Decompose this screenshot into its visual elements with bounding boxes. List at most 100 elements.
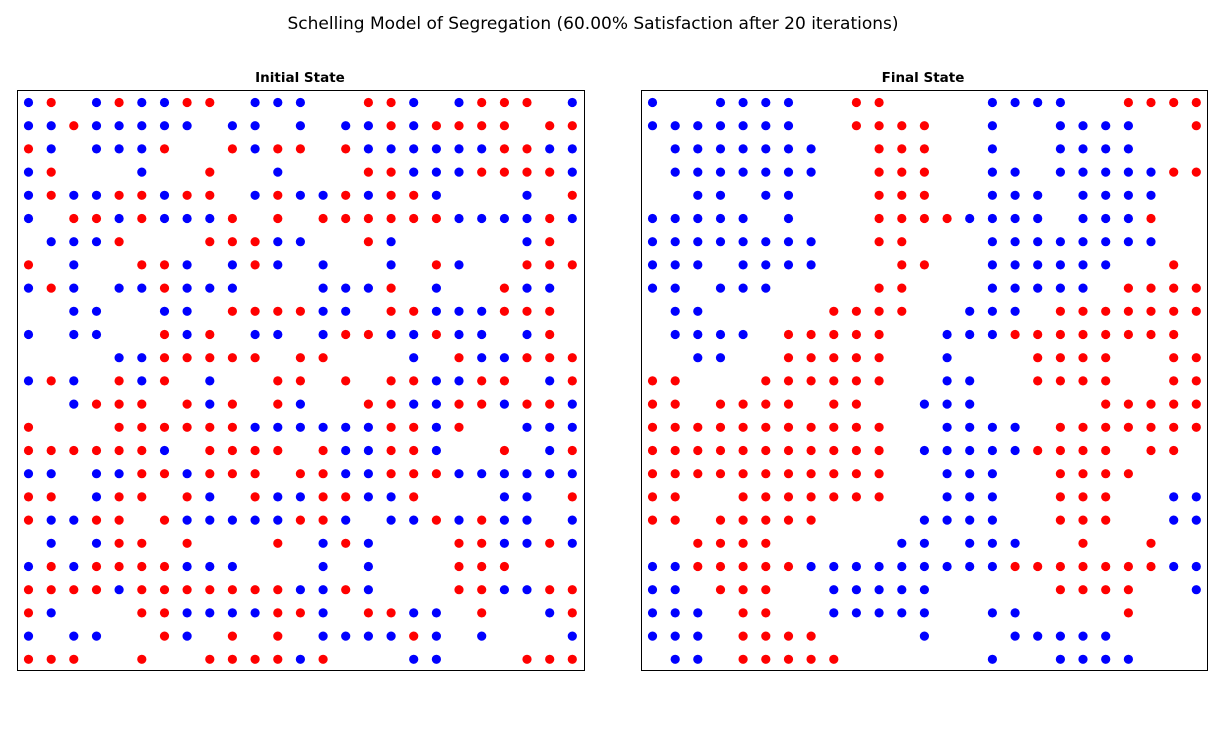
blue-agent-dot — [386, 260, 396, 270]
blue-agent-dot — [227, 515, 237, 525]
blue-agent-dot — [783, 213, 794, 224]
blue-agent-dot — [693, 213, 703, 224]
red-agent-dot — [363, 97, 373, 108]
red-agent-dot — [46, 376, 56, 386]
blue-agent-dot — [295, 585, 305, 595]
blue-agent-dot — [806, 561, 816, 572]
blue-agent-dot — [205, 608, 215, 618]
red-agent-dot — [567, 260, 577, 270]
blue-agent-dot — [23, 329, 34, 340]
blue-agent-dot — [693, 167, 703, 177]
blue-agent-dot — [499, 538, 509, 548]
blue-agent-dot — [23, 561, 34, 572]
blue-agent-dot — [1078, 213, 1088, 224]
red-agent-dot — [363, 329, 373, 340]
red-agent-dot — [205, 585, 215, 595]
red-agent-dot — [273, 376, 283, 386]
red-agent-dot — [851, 422, 862, 432]
blue-agent-dot — [783, 121, 794, 131]
blue-agent-dot — [1169, 515, 1179, 525]
blue-agent-dot — [431, 190, 441, 200]
red-agent-dot — [431, 121, 441, 131]
blue-agent-dot — [273, 167, 283, 177]
blue-agent-dot — [522, 283, 532, 293]
red-agent-dot — [1101, 306, 1111, 316]
red-agent-dot — [137, 422, 147, 432]
blue-agent-dot — [363, 422, 373, 432]
blue-agent-dot — [318, 422, 328, 432]
blue-agent-dot — [159, 190, 170, 200]
red-agent-dot — [159, 561, 170, 572]
red-agent-dot — [318, 469, 328, 479]
red-agent-dot — [715, 445, 726, 456]
red-agent-dot — [499, 97, 509, 108]
red-agent-dot — [137, 538, 147, 548]
blue-agent-dot — [182, 121, 192, 131]
red-agent-dot — [829, 353, 839, 363]
red-agent-dot — [806, 654, 816, 664]
red-agent-dot — [499, 283, 509, 293]
blue-agent-dot — [23, 631, 34, 641]
blue-agent-dot — [693, 608, 703, 618]
blue-agent-dot — [46, 515, 56, 525]
panel-initial-state: Initial State — [17, 70, 585, 671]
blue-agent-dot — [693, 190, 703, 200]
blue-agent-dot — [431, 422, 441, 432]
blue-agent-dot — [341, 469, 351, 479]
red-agent-dot — [761, 631, 771, 641]
blue-agent-dot — [69, 515, 79, 525]
red-agent-dot — [670, 515, 680, 525]
red-agent-dot — [114, 538, 124, 548]
plot-frame-final — [641, 90, 1208, 671]
blue-agent-dot — [431, 399, 441, 409]
red-agent-dot — [783, 469, 794, 479]
blue-agent-dot — [693, 144, 703, 154]
blue-agent-dot — [409, 353, 419, 363]
red-agent-dot — [295, 515, 305, 525]
red-agent-dot — [919, 121, 930, 131]
red-agent-dot — [409, 190, 419, 200]
blue-agent-dot — [670, 213, 680, 224]
panel-title-initial: Initial State — [255, 70, 345, 86]
blue-agent-dot — [851, 608, 862, 618]
red-agent-dot — [159, 422, 170, 432]
blue-agent-dot — [545, 376, 555, 386]
blue-agent-dot — [114, 283, 124, 293]
red-agent-dot — [409, 213, 419, 224]
red-agent-dot — [1169, 376, 1179, 386]
red-agent-dot — [250, 585, 260, 595]
blue-agent-dot — [499, 399, 509, 409]
red-agent-dot — [806, 376, 816, 386]
red-agent-dot — [851, 492, 862, 502]
red-agent-dot — [761, 492, 771, 502]
blue-agent-dot — [715, 121, 726, 131]
red-agent-dot — [386, 306, 396, 316]
blue-agent-dot — [783, 190, 794, 200]
red-agent-dot — [1123, 306, 1133, 316]
blue-agent-dot — [454, 213, 464, 224]
blue-agent-dot — [250, 515, 260, 525]
red-agent-dot — [942, 213, 952, 224]
blue-agent-dot — [159, 445, 170, 456]
red-agent-dot — [227, 585, 237, 595]
red-agent-dot — [545, 306, 555, 316]
red-agent-dot — [1169, 167, 1179, 177]
blue-agent-dot — [23, 283, 34, 293]
blue-agent-dot — [159, 213, 170, 224]
blue-agent-dot — [363, 283, 373, 293]
red-agent-dot — [91, 515, 102, 525]
red-agent-dot — [114, 97, 124, 108]
red-agent-dot — [363, 213, 373, 224]
blue-agent-dot — [91, 97, 102, 108]
blue-agent-dot — [761, 283, 771, 293]
blue-agent-dot — [738, 97, 748, 108]
blue-agent-dot — [987, 237, 998, 247]
red-agent-dot — [159, 144, 170, 154]
red-agent-dot — [341, 213, 351, 224]
blue-agent-dot — [273, 97, 283, 108]
blue-agent-dot — [1191, 492, 1201, 502]
red-agent-dot — [23, 654, 34, 664]
blue-agent-dot — [647, 561, 658, 572]
blue-agent-dot — [567, 213, 577, 224]
red-agent-dot — [1146, 213, 1156, 224]
